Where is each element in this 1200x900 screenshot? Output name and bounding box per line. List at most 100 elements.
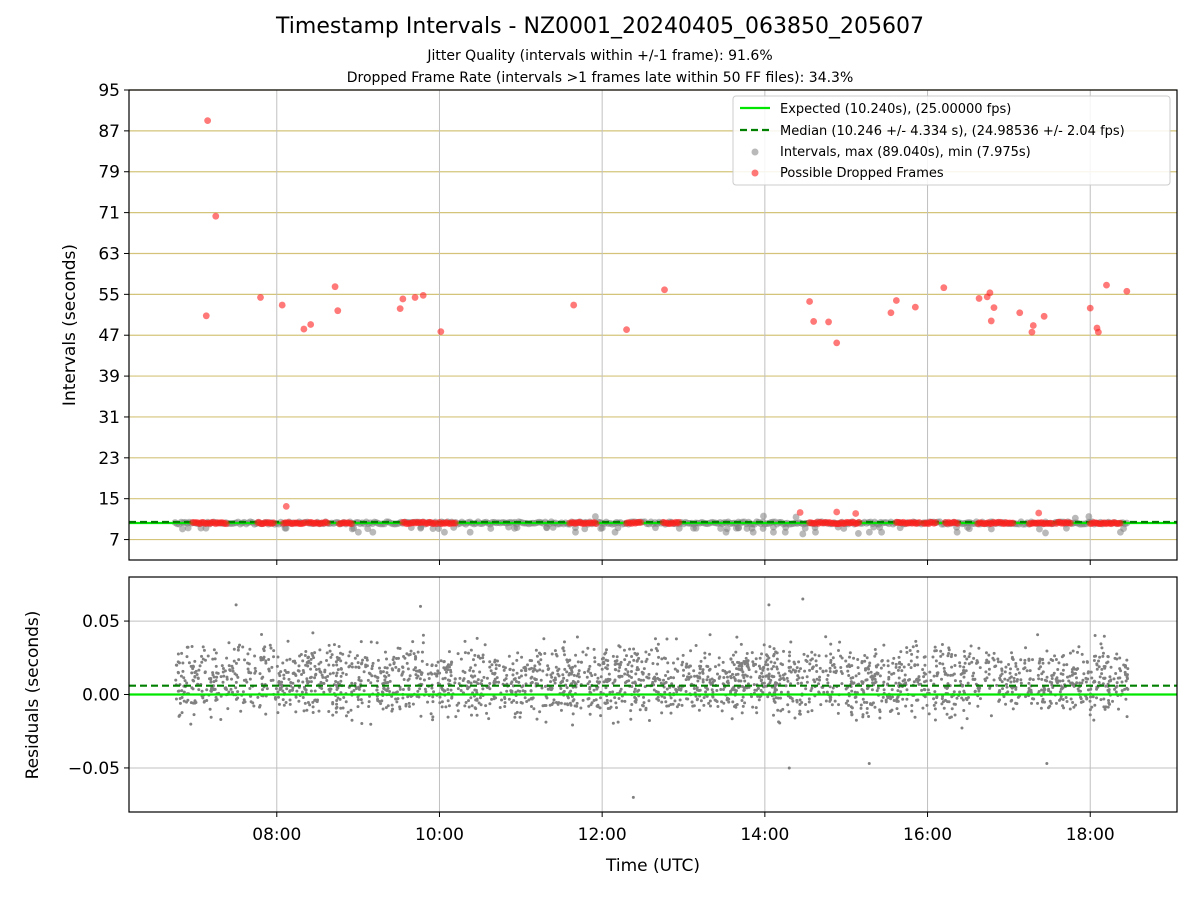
residual-point	[367, 704, 371, 708]
residual-point	[797, 660, 801, 664]
residual-point	[984, 670, 988, 674]
residuals-y-axis-label: Residuals (seconds)	[23, 611, 43, 780]
residual-point	[1080, 681, 1084, 685]
residual-point	[708, 704, 712, 708]
residual-point	[663, 656, 667, 660]
residual-point	[264, 661, 268, 665]
residual-point	[863, 659, 867, 663]
residual-point	[201, 645, 205, 649]
residual-point	[701, 678, 705, 682]
residual-point	[193, 675, 197, 679]
residual-point	[731, 653, 735, 657]
residual-point	[609, 699, 613, 703]
residual-point	[327, 663, 331, 667]
residual-point	[377, 699, 381, 703]
residual-point	[860, 661, 864, 665]
residual-point	[203, 658, 207, 662]
residual-point	[303, 687, 307, 691]
residual-point	[577, 669, 581, 673]
residual-point	[782, 678, 786, 682]
residual-point	[693, 674, 697, 678]
residual-point	[214, 651, 218, 655]
residual-point	[183, 679, 187, 683]
residual-point	[600, 657, 604, 661]
residual-point	[751, 705, 755, 709]
residual-point	[1004, 682, 1008, 686]
residual-point	[513, 715, 517, 719]
residual-point	[174, 678, 178, 682]
residual-point	[855, 691, 859, 695]
residual-point	[236, 690, 240, 694]
residual-point	[1068, 651, 1072, 655]
residual-point	[637, 656, 641, 660]
residual-point	[1038, 659, 1042, 663]
residual-point	[912, 680, 916, 684]
residual-point	[1030, 701, 1034, 705]
residual-point	[1015, 678, 1019, 682]
residual-point	[545, 696, 549, 700]
residual-point	[651, 662, 655, 666]
residual-point	[1016, 695, 1020, 699]
residual-point	[232, 647, 236, 651]
residual-point	[567, 673, 571, 677]
residual-point	[181, 661, 185, 665]
residual-point	[910, 652, 914, 656]
residual-point	[663, 696, 667, 700]
residual-point	[272, 655, 276, 659]
residual-point	[875, 665, 879, 669]
residual-point	[1101, 682, 1105, 686]
residual-point	[626, 670, 630, 674]
residual-point	[775, 657, 779, 661]
residual-point	[708, 678, 712, 682]
residual-point	[760, 652, 764, 656]
residual-point	[556, 672, 560, 676]
residual-point	[949, 715, 953, 719]
residual-point	[592, 698, 596, 702]
interval-point	[1036, 525, 1043, 533]
residual-point	[707, 701, 711, 705]
residual-point	[1007, 662, 1011, 666]
residual-point	[805, 680, 809, 684]
residual-point	[355, 654, 359, 658]
residual-point	[221, 680, 225, 684]
residual-point	[561, 646, 565, 650]
interval-point	[792, 513, 800, 521]
residual-point	[721, 660, 725, 664]
residual-point	[212, 688, 216, 692]
residual-point	[677, 703, 681, 707]
residual-point	[873, 648, 877, 652]
x-tick-label: 16:00	[903, 825, 952, 845]
residual-point	[605, 701, 609, 705]
dropped-frame-point	[419, 291, 427, 299]
residual-point	[876, 686, 880, 690]
residual-point	[212, 675, 216, 679]
residual-point	[198, 664, 202, 668]
residual-point	[576, 672, 580, 676]
residual-point	[797, 669, 801, 673]
residual-point	[416, 669, 420, 673]
residual-point	[575, 704, 579, 708]
residual-point	[407, 677, 411, 681]
legend-box	[732, 95, 1171, 186]
residual-point	[831, 656, 835, 660]
residual-point	[518, 715, 522, 719]
residual-point	[1005, 685, 1009, 689]
residual-point	[598, 680, 602, 684]
residual-point	[772, 699, 776, 703]
residual-point	[467, 685, 471, 689]
residual-point	[854, 718, 858, 722]
residual-point	[784, 684, 788, 688]
residual-point	[339, 667, 343, 671]
residual-point	[1043, 700, 1047, 704]
residual-point	[332, 643, 336, 647]
residual-point	[630, 703, 634, 707]
residual-point	[307, 655, 311, 659]
residual-point	[694, 643, 698, 647]
residual-point	[870, 688, 874, 692]
residual-point	[459, 689, 463, 693]
interval-point	[735, 524, 743, 532]
residual-point	[302, 709, 306, 713]
residual-point	[248, 677, 252, 681]
residual-point	[277, 702, 281, 706]
residual-point	[493, 671, 497, 675]
